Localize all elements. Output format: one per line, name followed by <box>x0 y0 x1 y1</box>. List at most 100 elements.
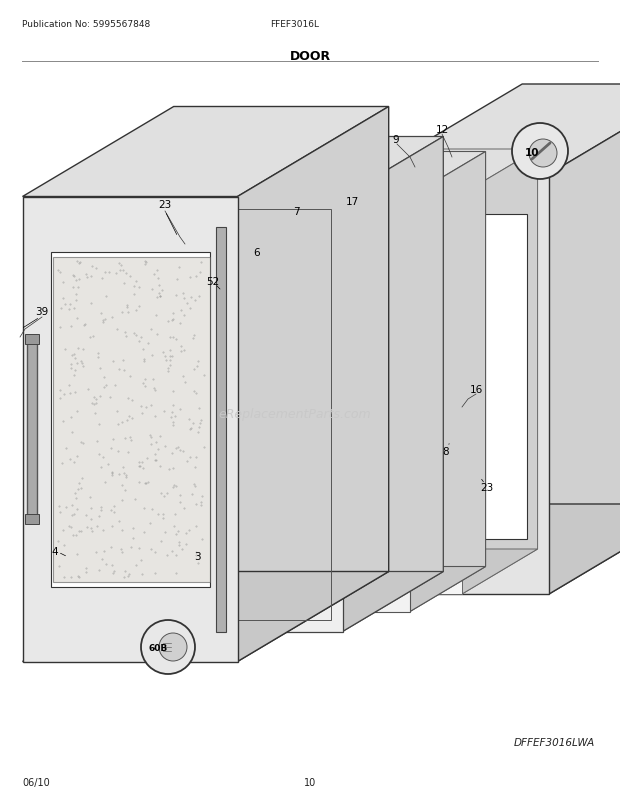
Point <box>90 407 100 420</box>
Point <box>165 331 175 344</box>
Point <box>159 405 169 418</box>
Text: 23: 23 <box>480 482 494 492</box>
Point <box>169 480 179 493</box>
Point <box>101 290 111 302</box>
Point <box>146 399 156 411</box>
Point <box>121 471 131 484</box>
Point <box>193 557 203 570</box>
Point <box>64 298 74 311</box>
Point <box>95 307 105 320</box>
Point <box>123 392 133 405</box>
Point <box>170 549 180 562</box>
Point <box>182 298 192 310</box>
Point <box>121 468 131 481</box>
Point <box>193 426 203 439</box>
Point <box>72 255 82 268</box>
Point <box>146 323 156 336</box>
Point <box>112 324 122 337</box>
Point <box>114 515 124 528</box>
Point <box>119 364 129 377</box>
Point <box>77 357 87 370</box>
Point <box>86 491 95 504</box>
Point <box>58 415 68 427</box>
Point <box>87 397 97 410</box>
Point <box>175 489 185 502</box>
Point <box>169 520 179 533</box>
Polygon shape <box>265 205 395 574</box>
Text: 16: 16 <box>469 384 482 395</box>
Point <box>120 484 130 497</box>
Point <box>125 431 135 444</box>
Point <box>73 312 82 325</box>
Point <box>78 437 87 450</box>
Point <box>98 316 108 329</box>
Point <box>148 283 157 296</box>
Point <box>94 448 104 461</box>
Point <box>91 394 101 407</box>
Point <box>127 394 137 407</box>
Point <box>113 468 123 481</box>
Point <box>170 508 180 521</box>
Point <box>150 410 160 423</box>
Point <box>86 522 95 535</box>
Text: 10: 10 <box>525 148 539 158</box>
Point <box>86 502 95 515</box>
Polygon shape <box>22 197 237 662</box>
Point <box>76 482 86 495</box>
Point <box>134 460 144 473</box>
Point <box>195 417 205 430</box>
Point <box>151 310 161 322</box>
Point <box>186 423 196 435</box>
Polygon shape <box>157 137 443 197</box>
Point <box>55 384 64 397</box>
Point <box>155 430 165 443</box>
Polygon shape <box>237 107 389 662</box>
Text: 23: 23 <box>158 200 172 210</box>
Point <box>81 562 91 575</box>
Point <box>177 543 187 556</box>
Point <box>87 525 97 537</box>
Point <box>66 358 76 371</box>
Point <box>108 433 118 446</box>
Point <box>117 479 127 492</box>
Point <box>91 262 100 275</box>
Point <box>170 410 180 423</box>
Point <box>70 352 80 365</box>
Polygon shape <box>371 85 620 175</box>
Point <box>163 363 173 375</box>
Point <box>94 347 104 360</box>
Point <box>68 282 78 294</box>
Point <box>117 306 126 319</box>
Point <box>60 570 69 583</box>
Point <box>69 508 79 520</box>
Point <box>190 294 200 307</box>
Point <box>195 266 205 279</box>
Point <box>98 314 108 327</box>
Point <box>81 565 91 578</box>
Polygon shape <box>314 195 462 594</box>
Point <box>60 342 70 355</box>
Point <box>78 342 88 355</box>
Point <box>189 329 199 342</box>
Point <box>162 487 172 500</box>
Point <box>107 465 117 478</box>
Polygon shape <box>410 152 485 612</box>
Point <box>179 502 189 515</box>
Point <box>66 320 76 333</box>
Point <box>58 524 68 537</box>
Point <box>146 431 156 444</box>
Point <box>191 498 201 511</box>
Polygon shape <box>22 572 389 662</box>
Point <box>64 303 74 316</box>
Point <box>69 349 79 362</box>
Point <box>136 400 146 413</box>
Point <box>185 423 195 435</box>
Point <box>143 476 153 488</box>
Point <box>154 279 164 292</box>
Point <box>104 266 114 279</box>
Polygon shape <box>314 150 538 195</box>
Point <box>81 508 91 521</box>
Point <box>195 290 205 303</box>
Point <box>68 529 78 541</box>
Point <box>136 456 146 468</box>
